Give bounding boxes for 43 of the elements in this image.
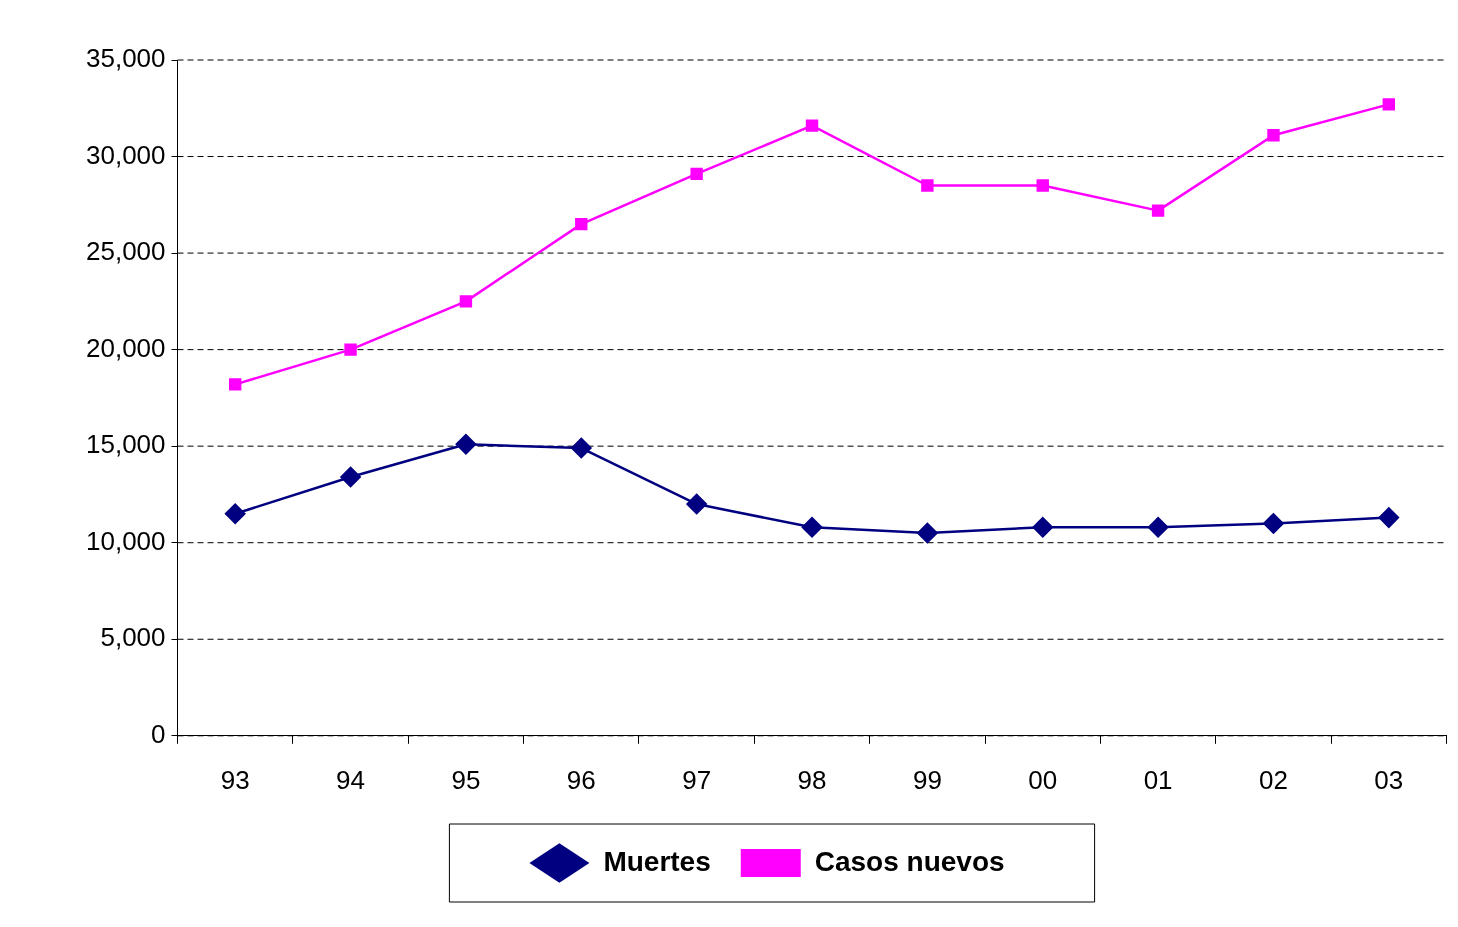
point	[344, 343, 357, 356]
y-tick-label: 20,000	[85, 332, 166, 363]
point	[575, 217, 588, 231]
point	[801, 517, 823, 538]
x-tick-label: 96	[566, 764, 596, 795]
point	[459, 295, 473, 308]
x-tick-label: 93	[220, 764, 250, 795]
x-tick-label: 03	[1374, 764, 1404, 795]
y-tick-label: 10,000	[85, 525, 166, 556]
x-tick-label: 98	[797, 764, 827, 795]
point	[1267, 129, 1280, 142]
point	[921, 179, 934, 192]
y-tick-label: 35,000	[85, 43, 166, 74]
point	[917, 522, 938, 544]
point	[1263, 513, 1284, 534]
y-tick-label: 0	[151, 718, 166, 749]
point	[686, 493, 707, 515]
y-tick-label: 15,000	[85, 429, 166, 460]
x-tick-label: 97	[682, 764, 712, 795]
point	[1036, 179, 1049, 192]
x-tick-label: 99	[912, 764, 942, 795]
legend-label: Casos nuevos	[814, 845, 1005, 877]
point	[229, 378, 242, 391]
point	[1151, 204, 1165, 217]
point	[1032, 517, 1053, 538]
x-tick-label: 01	[1143, 764, 1173, 795]
point	[690, 167, 703, 181]
point	[571, 437, 592, 459]
x-tick-label: 94	[336, 764, 366, 795]
legend-label: Muertes	[603, 845, 711, 877]
x-tick-label: 95	[451, 764, 481, 795]
point	[455, 433, 477, 455]
point	[224, 503, 246, 524]
x-tick-label: 00	[1028, 764, 1058, 795]
x-tick-label: 02	[1259, 764, 1288, 795]
y-tick-label: 5,000	[100, 622, 166, 653]
point	[1147, 517, 1169, 538]
y-tick-label: 30,000	[85, 139, 166, 170]
point	[805, 119, 819, 132]
point	[1382, 98, 1396, 111]
point	[1378, 507, 1400, 528]
point	[340, 466, 361, 488]
y-tick-label: 25,000	[85, 236, 166, 267]
